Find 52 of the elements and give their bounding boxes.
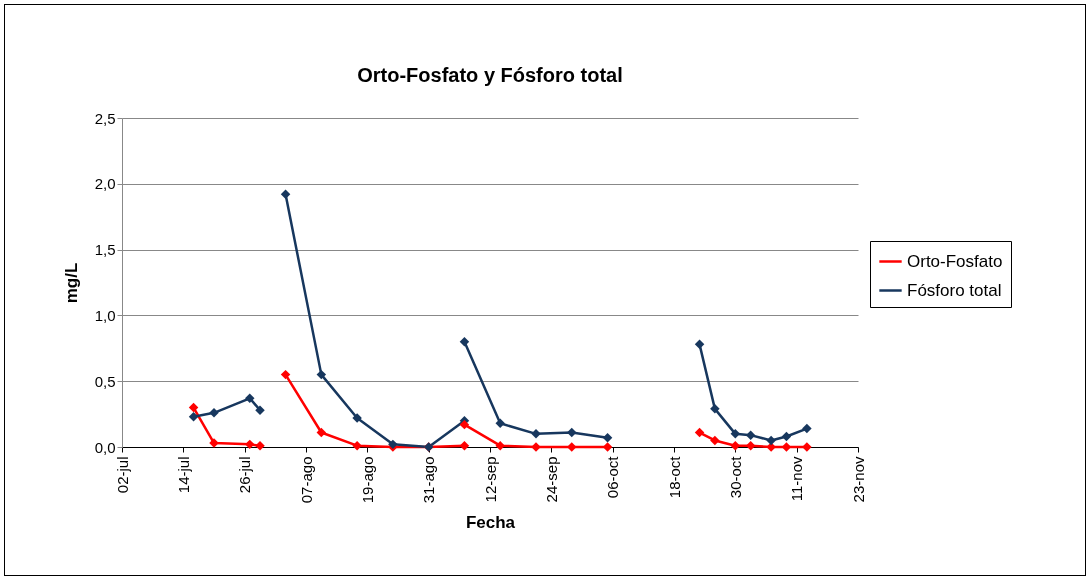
point [730,429,741,439]
point [459,440,470,451]
x-tick-label: 31-ago [420,456,438,504]
point [188,402,199,413]
point [710,435,720,446]
x-tick-label: 26-jul [236,456,254,494]
point [710,404,720,414]
y-tick-label: 1,0 [94,306,116,324]
point [495,418,505,429]
y-tick-label: 2,5 [94,109,116,127]
point [602,433,613,443]
x-tick-label: 14-jul [174,456,192,494]
y-tick-label: 1,5 [94,241,116,259]
point [352,440,362,451]
x-tick-label: 18-oct [665,455,683,499]
point [188,411,199,422]
x-tick-label: 06-oct [604,455,622,499]
legend-label: Fósforo total [907,280,1002,300]
point [245,439,255,450]
point [745,430,756,440]
point [316,427,327,438]
point [694,427,705,438]
x-tick-label: 07-ago [297,456,315,504]
x-tick-label: 11-nov [788,456,806,502]
point [245,393,255,404]
x-tick-label: 30-oct [726,455,744,499]
chart-title: Orto-Fosfato y Fósforo total [357,64,623,86]
x-tick-label: 19-ago [358,456,376,504]
x-tick-label: 24-sep [542,456,560,503]
point [694,339,705,350]
point [459,336,470,347]
point [567,427,577,438]
y-axis-title: mg/L [61,262,81,304]
point [745,440,756,451]
point [730,440,741,451]
x-tick-label: 12-sep [481,456,499,503]
point [316,369,327,380]
x-tick-label: 02-jul [113,456,131,494]
point [781,431,792,442]
point [495,440,505,451]
point [802,423,812,434]
point [459,419,470,430]
y-tick-label: 2,0 [94,175,116,193]
point [280,189,291,200]
y-tick-label: 0,5 [94,372,116,390]
x-tick-label: 23-nov [849,456,867,503]
x-axis-title: Fecha [465,513,516,533]
point [766,435,776,446]
y-tick-label: 0,0 [94,438,116,456]
point [280,369,291,380]
point [255,440,265,451]
legend-label: Orto-Fosfato [907,251,1003,271]
